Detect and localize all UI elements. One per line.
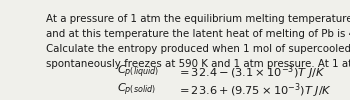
Text: $= 32.4 - (3.1 \times 10^{-3})T$ $J/K$: $= 32.4 - (3.1 \times 10^{-3})T$ $J/K$: [177, 64, 326, 82]
Text: Calculate the entropy produced when 1 mol of supercooled liquid Pb: Calculate the entropy produced when 1 mo…: [47, 44, 350, 54]
Text: At a pressure of 1 atm the equilibrium melting temperature of Pb is 600 K,: At a pressure of 1 atm the equilibrium m…: [47, 14, 350, 24]
Text: and at this temperature the latent heat of melting of Pb is 4810 J/mol.: and at this temperature the latent heat …: [47, 29, 350, 39]
Text: $= 23.6 + (9.75 \times 10^{-3})T$ $J/K$: $= 23.6 + (9.75 \times 10^{-3})T$ $J/K$: [177, 81, 332, 100]
Text: $C_{p(solid)}$: $C_{p(solid)}$: [117, 81, 156, 98]
Text: $C_{p(liquid)}$: $C_{p(liquid)}$: [117, 64, 159, 80]
Text: spontaneously freezes at 590 K and 1 atm pressure. At 1 atm pressure:: spontaneously freezes at 590 K and 1 atm…: [47, 59, 350, 69]
